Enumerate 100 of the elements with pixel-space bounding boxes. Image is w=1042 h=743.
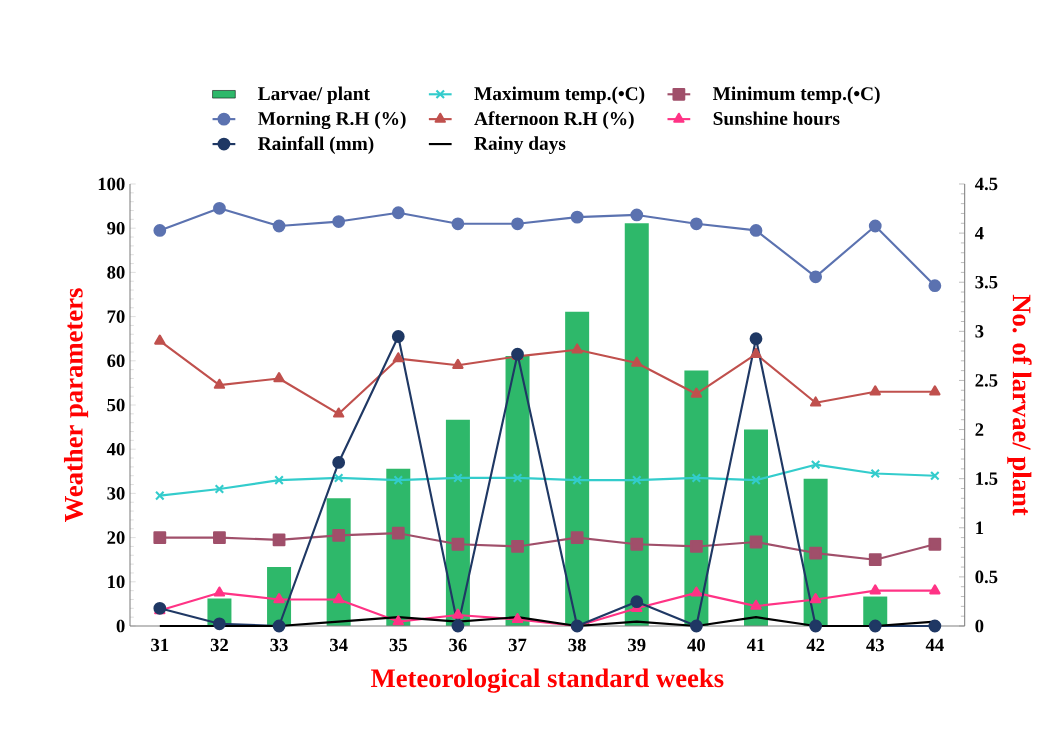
x-tick-label: 33 (270, 638, 288, 652)
bar (445, 419, 470, 626)
y-tick-label: 70 (107, 310, 125, 323)
point (690, 387, 703, 398)
point (332, 593, 345, 604)
y2-tick-label: 3 (975, 325, 984, 338)
x-tick-label: 31 (151, 638, 169, 652)
point (750, 599, 762, 610)
point (572, 475, 582, 485)
point (214, 484, 225, 494)
x-axis-title: Meteorological standard weeks (371, 668, 724, 693)
x-tick-label: 44 (925, 638, 944, 651)
y-axis-title: Weather parameters (63, 288, 89, 522)
point (691, 473, 702, 483)
point (630, 595, 644, 609)
point (570, 210, 584, 224)
point (868, 219, 882, 233)
point (511, 540, 524, 553)
point (213, 617, 226, 631)
legend-label: Afternoon R.H (%) (474, 111, 634, 130)
point (928, 537, 942, 551)
point (689, 217, 703, 231)
point (630, 208, 644, 222)
y2-tick-label: 1 (976, 521, 984, 534)
point (809, 270, 823, 284)
point (451, 217, 465, 231)
x-tick-label: 38 (568, 638, 586, 652)
point (452, 358, 464, 369)
y2-tick-label: 2.5 (975, 374, 998, 387)
legend-label: Sunshine hours (713, 111, 840, 126)
point (630, 537, 644, 551)
point (631, 356, 643, 367)
y-tick-label: 40 (106, 442, 125, 456)
point (930, 470, 940, 481)
point (332, 528, 346, 542)
point (868, 619, 882, 633)
x-tick-label: 41 (746, 638, 765, 652)
point (332, 215, 346, 228)
y2-tick-label: 4 (974, 226, 984, 240)
point (154, 334, 166, 345)
y2-axis-title: No. of larvae/ plant (1007, 294, 1032, 516)
point (392, 615, 404, 626)
y-tick-label: 100 (98, 177, 125, 191)
legend-label: Maximum temp.(•C) (474, 86, 645, 105)
point (332, 456, 346, 469)
point (689, 540, 703, 553)
point (512, 473, 523, 483)
legend-label: Minimum temp.(•C) (712, 86, 880, 105)
point (391, 330, 405, 343)
point (810, 459, 821, 470)
point (272, 533, 286, 547)
point (928, 279, 942, 293)
y-tick-label: 30 (107, 487, 125, 500)
point (272, 619, 286, 633)
bar (684, 370, 709, 626)
point (332, 407, 345, 418)
legend-label: Rainy days (474, 136, 566, 154)
y-tick-label: 60 (107, 354, 125, 368)
point (929, 584, 941, 595)
point (391, 526, 405, 540)
y2-tick-label: 1.5 (976, 472, 998, 485)
point (809, 396, 822, 407)
point (749, 332, 763, 346)
point (869, 584, 881, 595)
x-tick-label: 35 (389, 638, 407, 652)
x-tick-label: 32 (210, 638, 228, 652)
bar (624, 223, 649, 626)
point (928, 619, 942, 633)
point (451, 537, 465, 551)
point (869, 385, 881, 396)
y-tick-label: 20 (107, 531, 125, 544)
x-tick-label: 37 (508, 638, 527, 652)
y-tick-label: 0 (116, 619, 125, 633)
point (749, 535, 763, 549)
point (273, 593, 285, 604)
point (391, 206, 405, 220)
legend-label: Rainfall (mm) (258, 136, 374, 154)
y-tick-label: 80 (107, 266, 125, 279)
point (511, 612, 524, 624)
point (213, 378, 226, 389)
point (750, 347, 762, 358)
y2-tick-label: 2 (975, 423, 984, 436)
y2-tick-label: 4.5 (974, 177, 998, 191)
point (392, 352, 404, 363)
point (571, 343, 583, 354)
y-tick-label: 10 (108, 575, 125, 589)
point (690, 586, 703, 597)
point (452, 608, 464, 619)
y-tick-label: 50 (107, 398, 125, 412)
point (868, 553, 882, 567)
point (631, 475, 642, 485)
point (809, 546, 823, 560)
legend-label: Morning R.H (%) (258, 111, 406, 130)
y2-tick-label: 3.5 (975, 275, 998, 289)
bar (744, 429, 769, 626)
point (153, 224, 167, 237)
y2-tick-label: 0.5 (975, 570, 998, 584)
point (273, 372, 285, 383)
point (393, 475, 404, 485)
x-tick-label: 42 (806, 638, 825, 652)
